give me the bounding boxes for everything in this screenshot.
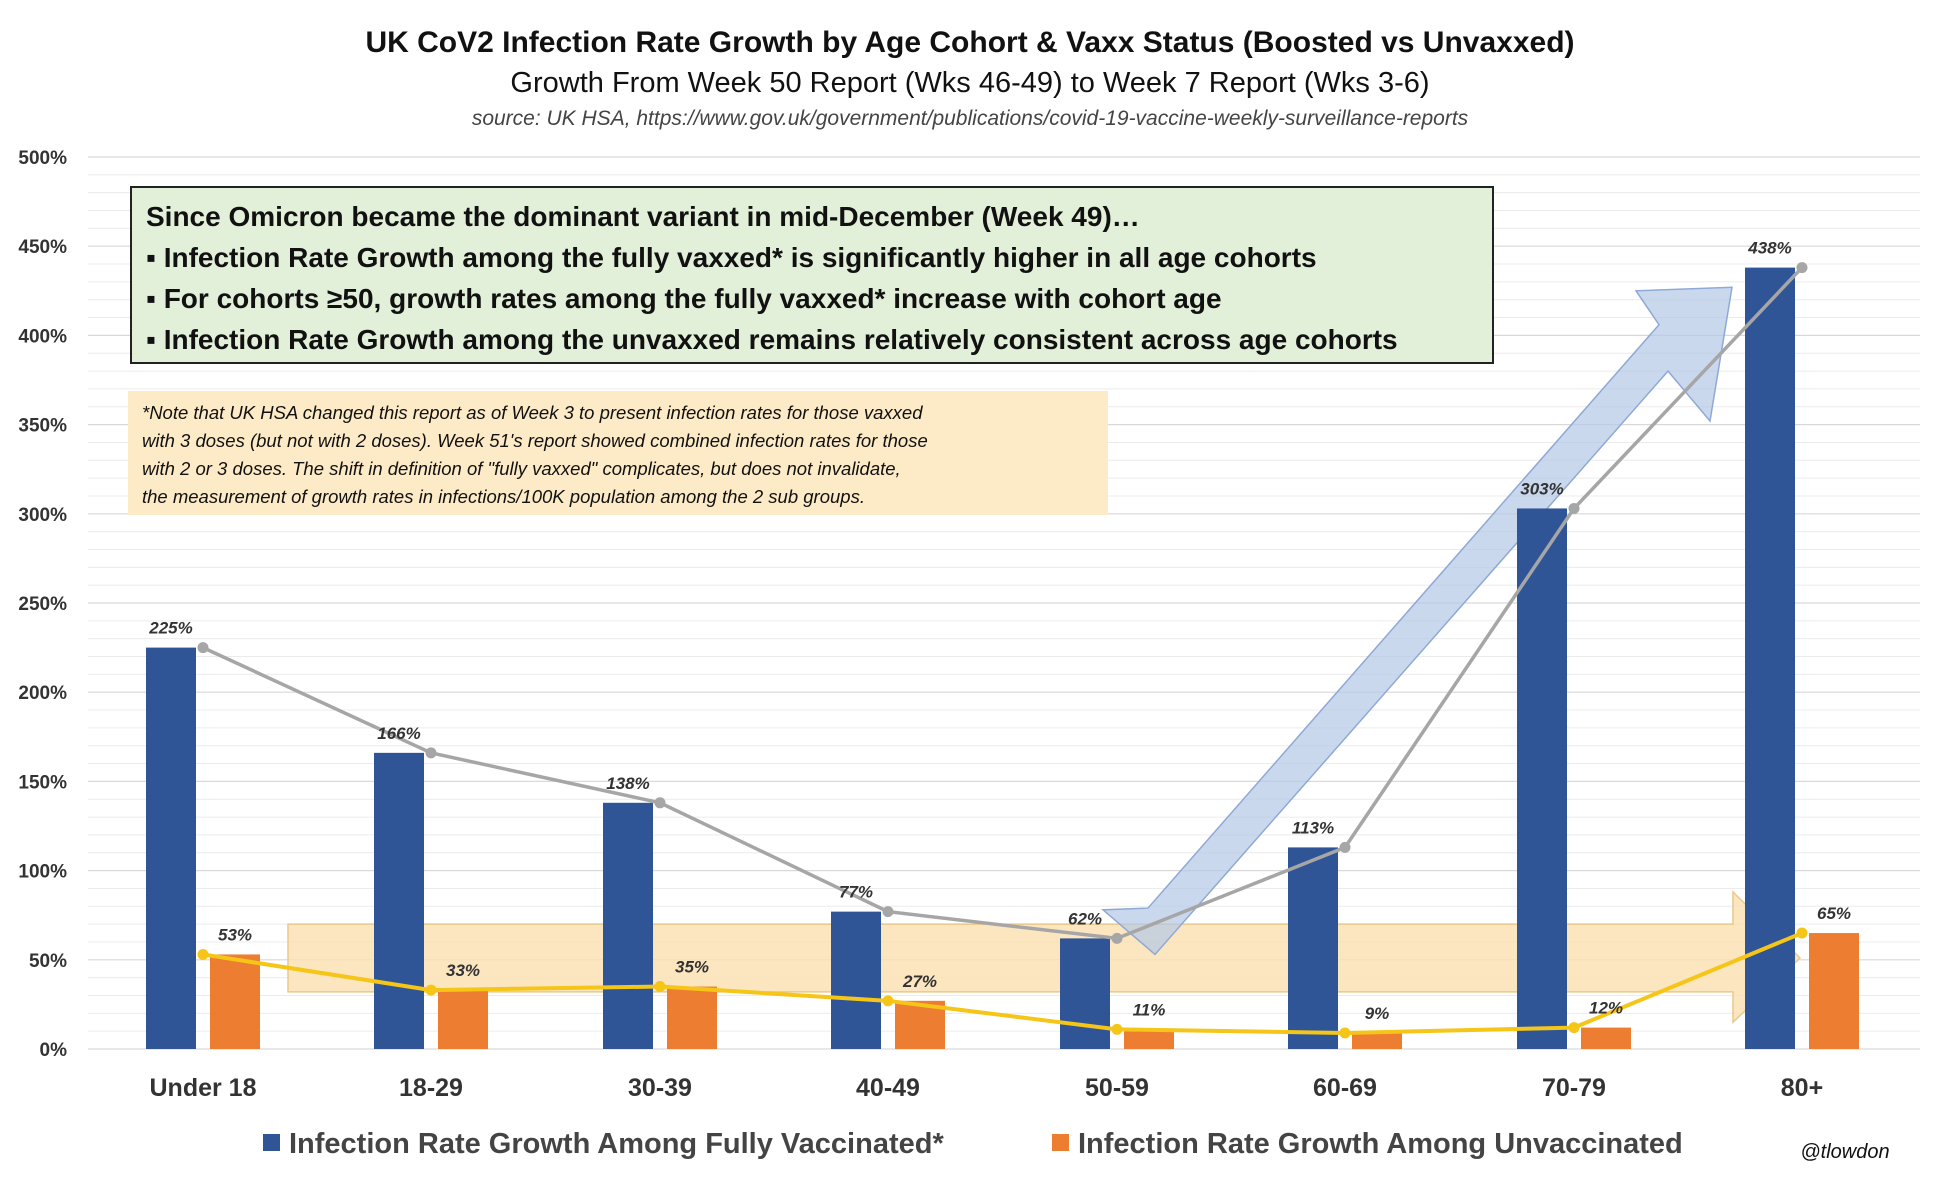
data-label-unvaccinated: 65%	[1817, 904, 1851, 923]
marker-fully-vaccinated	[882, 906, 894, 918]
marker-unvaccinated	[654, 981, 666, 993]
marker-fully-vaccinated	[654, 797, 666, 809]
note-line-4: the measurement of growth rates in infec…	[142, 486, 865, 507]
y-tick-label: 350%	[18, 416, 67, 437]
callout-line-4: ▪ Infection Rate Growth among the unvaxx…	[146, 324, 1398, 355]
marker-unvaccinated	[882, 995, 894, 1007]
bar-fully-vaccinated	[831, 911, 881, 1049]
y-tick-label: 450%	[18, 237, 67, 258]
marker-fully-vaccinated	[1111, 932, 1123, 944]
bar-fully-vaccinated	[603, 802, 653, 1049]
marker-unvaccinated	[197, 948, 209, 960]
data-label-unvaccinated: 33%	[446, 961, 480, 980]
legend-fully-vaccinated-label: Infection Rate Growth Among Fully Vaccin…	[289, 1128, 944, 1160]
bar-fully-vaccinated	[1060, 938, 1110, 1049]
marker-fully-vaccinated	[425, 747, 437, 759]
y-tick-label: 150%	[18, 772, 67, 793]
x-tick-label: 60-69	[1313, 1074, 1377, 1102]
data-label-unvaccinated: 27%	[902, 972, 937, 991]
trendline-fully-vaccinated	[202, 266, 1804, 941]
note-line-3: with 2 or 3 doses. The shift in definiti…	[142, 458, 901, 479]
data-label-fully-vaccinated: 113%	[1292, 818, 1334, 837]
y-tick-label: 300%	[18, 505, 67, 526]
data-label-unvaccinated: 53%	[218, 925, 252, 944]
x-tick-label: 80+	[1781, 1074, 1823, 1102]
y-tick-label: 400%	[18, 326, 67, 347]
trend-lines	[197, 262, 1808, 1039]
data-label-fully-vaccinated: 166%	[377, 724, 420, 743]
bars	[146, 267, 1859, 1049]
bar-unvaccinated	[1581, 1027, 1631, 1049]
callout-line-2: ▪ Infection Rate Growth among the fully …	[146, 242, 1317, 273]
bar-fully-vaccinated	[1745, 267, 1795, 1049]
marker-unvaccinated	[425, 984, 437, 996]
legend-unvaccinated-swatch	[1052, 1134, 1069, 1151]
bar-unvaccinated	[1809, 933, 1859, 1049]
marker-unvaccinated	[1111, 1023, 1123, 1035]
bar-unvaccinated	[1124, 1029, 1174, 1049]
x-axis-ticks: Under 18 18-29 30-39 40-49 50-59 60-69 70-79 80…	[150, 1074, 1824, 1102]
y-tick-label: 50%	[29, 951, 67, 972]
data-label-fully-vaccinated: 438%	[1747, 239, 1791, 258]
y-axis-ticks: 0% 50% 100% 150% 200% 250% 300% 350% 400% 450% 500…	[18, 148, 67, 1061]
legend-unvaccinated-label: Infection Rate Growth Among Unvaccinated	[1078, 1128, 1683, 1160]
data-labels: 225% 53% 166% 33% 138% 35% 77% 27% 62% 11% 113% 9% 3…	[148, 239, 1851, 1023]
summary-callout: Since Omicron became the dominant varian…	[130, 186, 1494, 364]
chart-source: source: UK HSA, https://www.gov.uk/gover…	[472, 107, 1469, 130]
marker-fully-vaccinated	[1796, 262, 1808, 274]
marker-unvaccinated	[1339, 1027, 1351, 1039]
trend-arrows	[287, 286, 1802, 1024]
bar-unvaccinated	[1352, 1032, 1402, 1049]
data-label-unvaccinated: 9%	[1365, 1004, 1390, 1023]
data-label-fully-vaccinated: 303%	[1520, 479, 1563, 498]
data-label-fully-vaccinated: 225%	[148, 619, 192, 638]
note-line-1: *Note that UK HSA changed this report as…	[142, 402, 923, 423]
x-tick-label: 30-39	[628, 1074, 692, 1102]
y-tick-label: 500%	[18, 148, 67, 169]
x-tick-label: 18-29	[399, 1074, 463, 1102]
x-tick-label: 50-59	[1085, 1074, 1149, 1102]
marker-fully-vaccinated	[1339, 841, 1351, 853]
bar-fully-vaccinated	[1288, 847, 1338, 1049]
bar-fully-vaccinated	[374, 752, 424, 1049]
marker-unvaccinated	[1796, 927, 1808, 939]
bar-fully-vaccinated	[1517, 508, 1567, 1049]
author-credit: @tlowdon	[1800, 1141, 1889, 1163]
data-label-unvaccinated: 12%	[1589, 999, 1623, 1018]
bar-unvaccinated	[438, 990, 488, 1049]
definition-note: *Note that UK HSA changed this report as…	[128, 391, 1108, 515]
callout-line-3: ▪ For cohorts ≥50, growth rates among th…	[146, 283, 1222, 314]
x-tick-label: Under 18	[150, 1074, 257, 1102]
chart-subtitle: Growth From Week 50 Report (Wks 46-49) t…	[510, 67, 1429, 99]
bar-unvaccinated	[210, 954, 260, 1049]
data-label-unvaccinated: 11%	[1133, 1000, 1166, 1019]
note-line-2: with 3 doses (but not with 2 doses). Wee…	[142, 430, 928, 451]
legend-fully-vaccinated-swatch	[263, 1134, 280, 1151]
chart-title: UK CoV2 Infection Rate Growth by Age Coh…	[365, 26, 1574, 59]
x-tick-label: 70-79	[1542, 1074, 1606, 1102]
y-tick-label: 200%	[18, 683, 67, 704]
marker-unvaccinated	[1568, 1022, 1580, 1034]
vaxxed-increase-arrow	[1101, 286, 1733, 956]
y-tick-label: 100%	[18, 862, 67, 883]
trendline-unvaccinated	[202, 931, 1803, 1035]
legend: Infection Rate Growth Among Fully Vaccin…	[263, 1128, 1683, 1160]
x-tick-label: 40-49	[856, 1074, 920, 1102]
data-label-fully-vaccinated: 62%	[1068, 909, 1102, 928]
y-tick-label: 0%	[40, 1040, 68, 1061]
data-label-fully-vaccinated: 138%	[606, 774, 649, 793]
marker-fully-vaccinated	[1568, 502, 1580, 514]
y-tick-label: 250%	[18, 594, 67, 615]
data-label-fully-vaccinated: 77%	[839, 883, 873, 902]
callout-line-1: Since Omicron became the dominant varian…	[146, 201, 1140, 232]
bar-fully-vaccinated	[146, 647, 196, 1049]
bar-unvaccinated	[667, 986, 717, 1049]
marker-fully-vaccinated	[197, 642, 209, 654]
data-label-unvaccinated: 35%	[675, 958, 709, 977]
